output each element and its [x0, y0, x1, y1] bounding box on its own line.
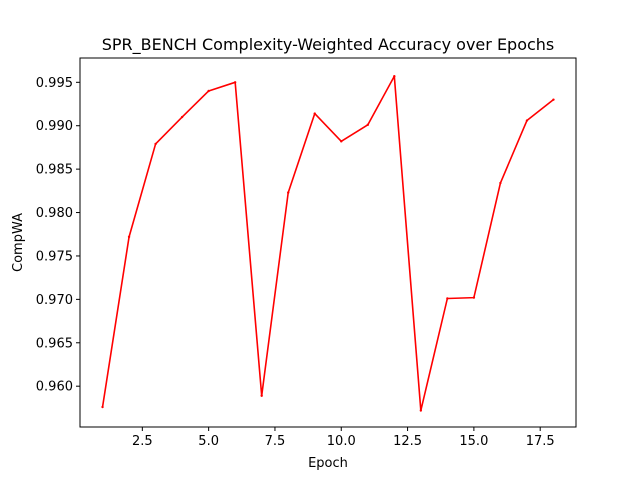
data-point [233, 81, 237, 84]
data-point [207, 89, 210, 93]
y-tick-label: 0.970 [36, 293, 73, 308]
y-tick-label: 0.960 [36, 380, 73, 395]
data-point [366, 123, 369, 127]
y-tick-label: 0.965 [36, 336, 73, 351]
data-point [154, 142, 157, 146]
data-point [340, 140, 343, 143]
data-point [472, 296, 476, 299]
chart-title: SPR_BENCH Complexity-Weighted Accuracy o… [102, 35, 555, 55]
data-point [499, 181, 502, 185]
data-point [525, 119, 529, 122]
y-axis: 0.960 0.965 0.970 0.975 0.980 0.985 0.990 0.995 [36, 76, 80, 395]
data-point [313, 112, 316, 115]
x-tick-label: 7.5 [265, 434, 286, 449]
data-point [260, 394, 263, 397]
x-tick-label: 2.5 [132, 434, 153, 449]
x-axis-label: Epoch [308, 456, 348, 471]
x-tick-label: 17.5 [526, 434, 555, 449]
data-point [446, 297, 449, 300]
data-point [287, 191, 290, 194]
x-tick-label: 15.0 [459, 434, 488, 449]
y-tick-label: 0.985 [36, 163, 73, 178]
data-point [552, 98, 555, 101]
data-point [393, 75, 396, 78]
x-tick-label: 10.0 [327, 434, 356, 449]
data-point [180, 115, 184, 119]
x-tick-label: 12.5 [393, 434, 422, 449]
y-tick-label: 0.975 [36, 249, 73, 264]
data-point [127, 235, 131, 239]
data-point [101, 405, 104, 409]
y-tick-label: 0.980 [36, 206, 73, 221]
x-tick-label: 5.0 [198, 434, 219, 449]
y-axis-label: CompWA [11, 213, 26, 272]
data-point [419, 409, 423, 412]
plot-frame [79, 57, 577, 428]
y-tick-label: 0.990 [36, 119, 73, 134]
y-tick-label: 0.995 [36, 76, 73, 91]
x-axis: 2.5 5.0 7.5 10.0 12.5 15.0 17.5 [132, 427, 555, 449]
series-layer [101, 75, 555, 412]
series-line [101, 75, 554, 412]
